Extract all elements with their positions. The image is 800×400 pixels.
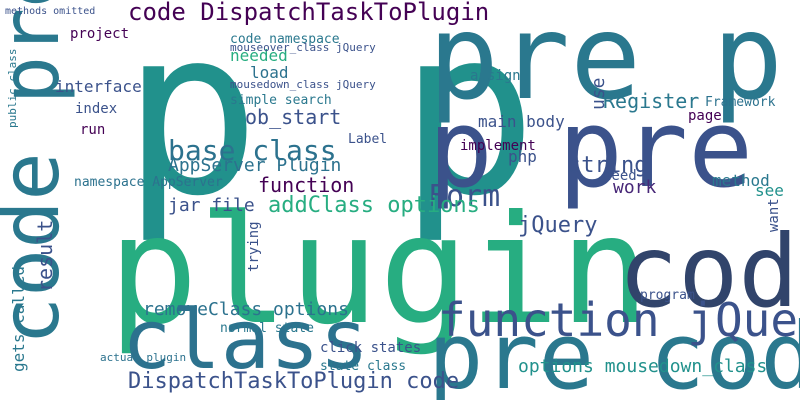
word: normal state xyxy=(220,321,314,336)
word: implement xyxy=(460,138,536,154)
word: simple search xyxy=(230,93,332,108)
word: jar file xyxy=(168,195,255,216)
word: options mousedown_class xyxy=(518,356,767,377)
word: DispatchTaskToPlugin code xyxy=(128,369,459,394)
word: class xyxy=(122,293,369,388)
word: want xyxy=(766,198,782,232)
word: p p xyxy=(122,0,537,247)
word: code pre xyxy=(0,0,77,345)
word: p pre xyxy=(428,87,753,212)
word: code xyxy=(618,213,800,330)
word: work xyxy=(613,177,657,198)
word: method xyxy=(712,171,770,190)
word: function xyxy=(258,173,354,197)
word: AppServer Plugin xyxy=(168,155,341,176)
word: Framework xyxy=(705,95,776,110)
word: need xyxy=(603,168,637,184)
word: Label xyxy=(348,132,387,147)
word: page xyxy=(688,108,722,124)
word: actual plugin xyxy=(100,351,186,364)
word: ob_start xyxy=(245,105,341,129)
word: methods omitted xyxy=(5,6,95,17)
word: code namespace xyxy=(230,32,340,47)
word: use xyxy=(588,77,609,110)
word: string xyxy=(568,153,647,178)
word: main body xyxy=(478,112,565,131)
word: click states xyxy=(320,340,421,356)
word: namespace AppServer xyxy=(74,175,223,190)
word: addClass options xyxy=(268,193,480,218)
word: Register xyxy=(603,89,699,113)
word: jQuery xyxy=(518,213,597,238)
word: function jQuery xyxy=(438,293,800,347)
word: code DispatchTaskToPlugin xyxy=(128,0,489,26)
word: base class xyxy=(168,134,337,167)
word: program xyxy=(640,288,695,303)
word: assign xyxy=(470,68,521,84)
word: php xyxy=(508,147,537,166)
word: see xyxy=(755,181,784,200)
word: public class xyxy=(6,49,19,128)
word: index xyxy=(75,101,117,117)
word: mousedown_class jQuery xyxy=(230,78,376,91)
word: removeClass options xyxy=(143,299,349,320)
word: needed xyxy=(230,46,288,65)
word: state class xyxy=(320,359,406,374)
word: trying xyxy=(246,221,262,272)
word: interface xyxy=(55,77,142,96)
word: result xyxy=(33,220,57,292)
word: Form xyxy=(428,179,500,214)
word: pre code xyxy=(428,303,800,400)
word: run xyxy=(80,122,105,138)
word: mouseover_class jQuery xyxy=(230,41,376,54)
word: pre p xyxy=(428,0,783,126)
word: plugin xyxy=(108,184,650,358)
word: project xyxy=(70,26,129,42)
word: load xyxy=(250,63,289,82)
word: gets called xyxy=(9,266,28,372)
